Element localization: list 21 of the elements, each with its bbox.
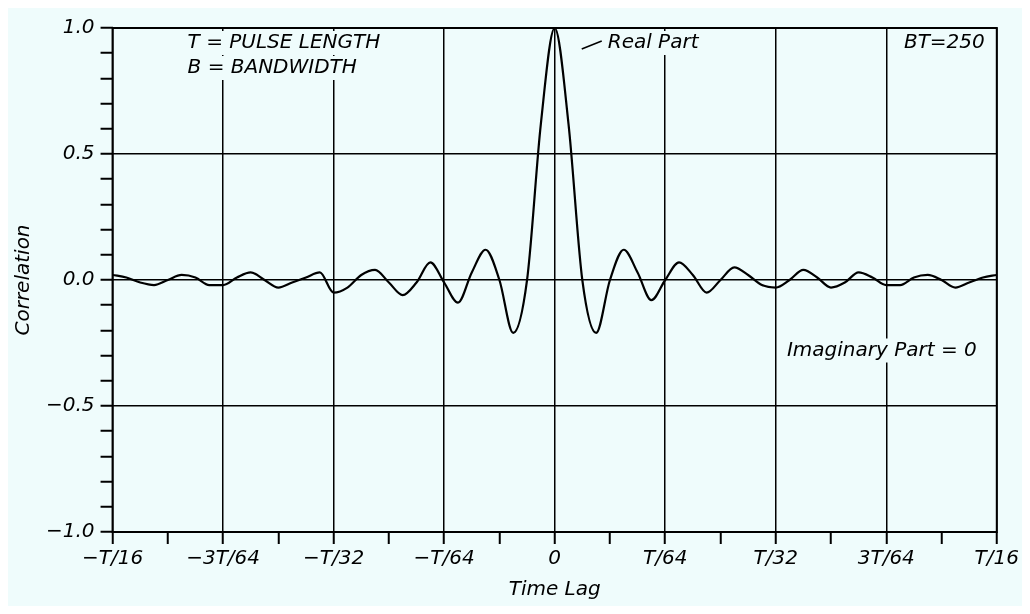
x-tick-label: 3T/64	[857, 545, 915, 570]
annotation: BT=250	[903, 29, 985, 54]
x-tick-label: −T/64	[413, 545, 475, 570]
y-tick-label: 1.0	[62, 14, 95, 39]
y-tick-label: −0.5	[45, 392, 95, 417]
annotation: Real Part	[607, 29, 700, 54]
y-tick-label: −1.0	[45, 518, 95, 543]
x-axis-title: Time Lag	[508, 576, 601, 601]
y-tick-label: 0.0	[62, 266, 95, 291]
x-tick-label: −T/16	[81, 545, 144, 570]
y-axis-title: Correlation	[10, 224, 35, 336]
x-tick-label: T/16	[974, 545, 1019, 570]
annotation: Imaginary Part = 0	[786, 336, 977, 361]
x-tick-label: T/64	[643, 545, 688, 570]
x-tick-label: 0	[548, 545, 562, 570]
annotation: T = PULSE LENGTH	[187, 29, 381, 54]
y-tick-label: 0.5	[62, 140, 95, 165]
x-tick-label: −3T/64	[186, 545, 261, 570]
annotation: B = BANDWIDTH	[187, 54, 357, 79]
x-tick-label: T/32	[753, 545, 798, 570]
x-tick-label: −T/32	[303, 545, 365, 570]
